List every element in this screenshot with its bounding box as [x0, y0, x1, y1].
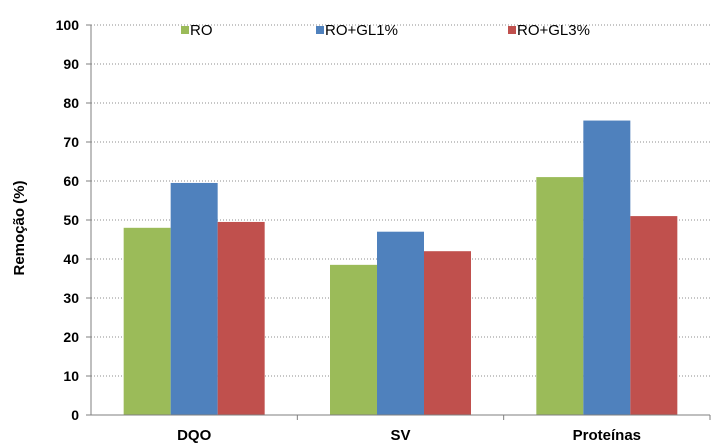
legend-label: RO+GL1% [325, 22, 398, 39]
y-tick-label: 100 [56, 17, 80, 33]
bar-ro-gl1--prote-nas [583, 120, 631, 416]
bar-ro-dqo [123, 227, 171, 415]
bar-ro-gl1--dqo [170, 182, 218, 415]
y-tick-label: 60 [63, 173, 79, 189]
legend: RO RO+GL1% RO+GL3% [181, 22, 590, 39]
y-tick-label: 30 [63, 290, 79, 306]
axes [86, 24, 711, 420]
y-tick-label: 90 [63, 56, 79, 72]
y-tick-label: 70 [63, 134, 79, 150]
category-label: DQO [177, 427, 212, 444]
y-tick-label: 20 [63, 329, 79, 345]
y-tick-label: 0 [71, 407, 79, 423]
y-tick-label: 50 [63, 212, 79, 228]
bar-ro-gl1--sv [377, 231, 424, 415]
bar-ro-gl3--prote-nas [630, 216, 678, 415]
y-tick-label: 80 [63, 95, 79, 111]
category-label: Proteínas [573, 427, 641, 444]
bar-ro-gl3--sv [424, 251, 471, 415]
category-label: SV [390, 427, 410, 444]
legend-swatch [316, 26, 324, 34]
legend-label: RO [190, 22, 213, 39]
y-tick-labels: 0 10 20 30 40 50 60 70 80 90 100 [56, 17, 80, 423]
bar-ro-gl3--dqo [217, 221, 265, 415]
y-axis-label: Remoção (%) [11, 180, 28, 275]
bars [123, 120, 678, 416]
legend-swatch [181, 26, 189, 34]
category-labels: DQO SV Proteínas [177, 427, 641, 444]
bar-ro-prote-nas [536, 177, 584, 415]
legend-swatch [508, 26, 516, 34]
legend-label: RO+GL3% [517, 22, 590, 39]
y-tick-label: 40 [63, 251, 79, 267]
y-tick-label: 10 [63, 368, 79, 384]
bar-ro-sv [330, 264, 377, 415]
